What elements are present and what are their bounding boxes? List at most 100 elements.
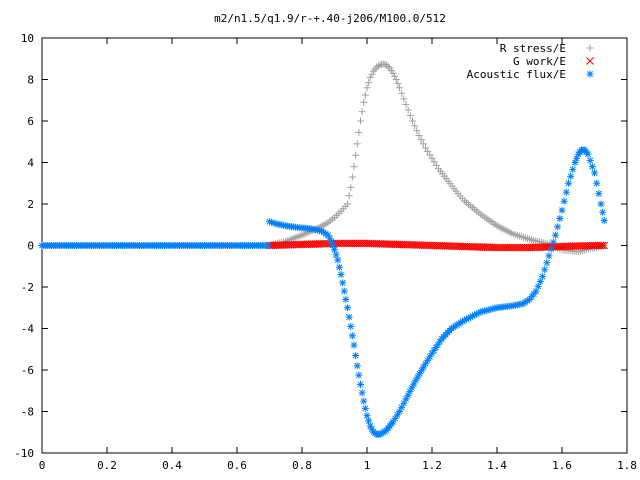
data-point bbox=[527, 243, 536, 252]
data-point bbox=[353, 239, 362, 248]
data-point bbox=[403, 240, 412, 249]
data-point bbox=[452, 242, 461, 251]
data-point bbox=[301, 240, 310, 249]
data-point bbox=[420, 241, 429, 250]
data-point bbox=[409, 117, 416, 125]
data-point bbox=[344, 239, 352, 248]
data-point bbox=[588, 163, 596, 171]
data-point bbox=[554, 223, 562, 231]
data-point bbox=[359, 239, 368, 248]
axis-ticks: 0 0.2 0.4 0.6 0.8 1 1.2 1.4 1.6 1.8 10 8 6 4 2 0 -2 -4 -6 -… bbox=[14, 32, 637, 472]
data-point bbox=[307, 240, 316, 249]
data-point bbox=[389, 69, 397, 77]
legend-marker bbox=[586, 70, 594, 78]
data-point bbox=[282, 241, 291, 249]
data-point bbox=[489, 243, 498, 252]
data-point bbox=[458, 242, 467, 251]
data-point bbox=[382, 240, 390, 248]
data-point bbox=[269, 241, 278, 250]
data-point bbox=[416, 241, 425, 249]
data-point bbox=[397, 240, 406, 249]
data-point bbox=[348, 332, 356, 340]
data-point bbox=[441, 242, 450, 250]
data-point bbox=[366, 239, 375, 248]
legend-label: Acoustic flux/E bbox=[467, 68, 566, 81]
data-point bbox=[485, 243, 494, 252]
data-point bbox=[586, 241, 595, 250]
data-point bbox=[577, 242, 585, 250]
data-point bbox=[368, 239, 377, 248]
data-point bbox=[540, 243, 549, 251]
data-point bbox=[407, 240, 415, 249]
data-point bbox=[313, 240, 322, 248]
data-point bbox=[456, 242, 465, 251]
data-point bbox=[433, 241, 442, 250]
data-point bbox=[358, 389, 366, 397]
data-point bbox=[384, 240, 392, 248]
data-point bbox=[355, 128, 363, 136]
data-point bbox=[355, 371, 363, 379]
data-point bbox=[565, 242, 574, 251]
data-point bbox=[406, 111, 414, 119]
data-point bbox=[409, 241, 417, 249]
data-point bbox=[400, 95, 408, 103]
data-point bbox=[279, 241, 287, 249]
data-point bbox=[376, 61, 384, 69]
data-point bbox=[361, 404, 369, 412]
data-point bbox=[586, 156, 594, 164]
data-point bbox=[529, 243, 538, 252]
data-point bbox=[347, 239, 356, 248]
data-point bbox=[292, 240, 301, 249]
data-point bbox=[567, 172, 575, 180]
data-point bbox=[391, 240, 400, 249]
data-point bbox=[598, 241, 607, 250]
data-point bbox=[512, 243, 520, 252]
data-point bbox=[331, 246, 338, 254]
legend-marker bbox=[586, 44, 594, 52]
data-point bbox=[305, 240, 314, 249]
data-point bbox=[558, 242, 566, 251]
data-point bbox=[303, 240, 312, 249]
data-point bbox=[477, 243, 486, 251]
data-point bbox=[537, 243, 545, 252]
data-point bbox=[590, 241, 599, 250]
data-point bbox=[339, 279, 347, 287]
x-tick-label: 1.8 bbox=[617, 459, 637, 472]
data-point bbox=[286, 240, 295, 249]
data-point bbox=[387, 240, 396, 249]
data-point bbox=[510, 243, 519, 252]
data-point bbox=[558, 206, 566, 214]
y-tick-label: -8 bbox=[21, 406, 34, 419]
data-point bbox=[342, 239, 350, 248]
data-point bbox=[419, 140, 427, 148]
data-point bbox=[398, 89, 406, 97]
data-point bbox=[573, 242, 582, 250]
y-tick-label: 0 bbox=[27, 240, 34, 253]
data-point bbox=[581, 241, 589, 250]
data-point bbox=[365, 79, 373, 87]
data-point bbox=[426, 241, 434, 250]
data-point bbox=[500, 243, 509, 252]
data-point bbox=[361, 91, 369, 99]
data-point bbox=[468, 242, 477, 251]
data-point bbox=[309, 240, 318, 248]
data-point bbox=[539, 243, 547, 252]
data-point bbox=[415, 132, 423, 140]
data-point bbox=[296, 240, 304, 249]
data-point bbox=[552, 231, 559, 239]
data-point bbox=[479, 243, 488, 252]
data-point bbox=[374, 239, 383, 248]
data-point bbox=[290, 240, 299, 249]
data-point bbox=[600, 217, 608, 225]
data-point bbox=[560, 242, 568, 251]
data-point bbox=[437, 241, 446, 250]
data-point bbox=[404, 106, 412, 114]
data-point bbox=[483, 243, 492, 252]
data-point bbox=[345, 239, 354, 248]
data-point bbox=[531, 243, 540, 252]
x-tick-label: 0.2 bbox=[97, 459, 117, 472]
data-point bbox=[508, 243, 517, 252]
data-point bbox=[288, 240, 297, 249]
data-point bbox=[571, 242, 580, 250]
data-point bbox=[264, 242, 272, 249]
